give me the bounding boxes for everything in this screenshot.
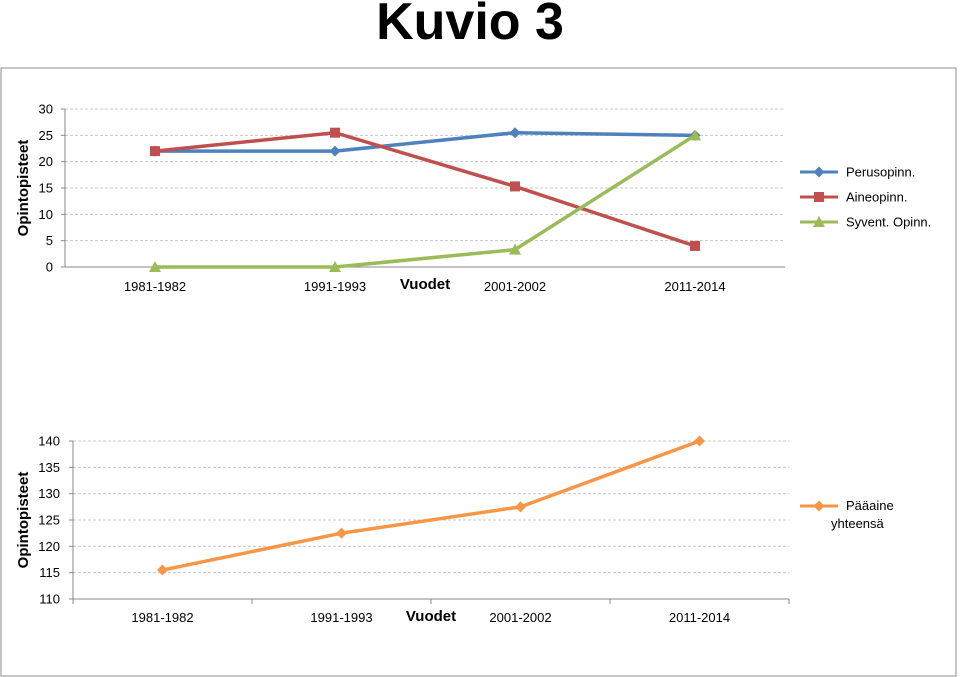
- chart-1-x-axis-title: Vuodet: [400, 276, 450, 293]
- chart-1-data-point: [509, 243, 521, 255]
- chart-2-data-point: [157, 564, 168, 576]
- chart-1-category-label: 2001-2002: [484, 279, 546, 294]
- chart-2-data-point: [694, 435, 705, 447]
- chart-1-data-point: [690, 240, 700, 251]
- chart-2-data-point: [515, 501, 526, 513]
- chart-2-series-line: [160, 439, 702, 572]
- chart-2-category-label: 2001-2002: [489, 610, 551, 625]
- chart-1-legend-label: Syvent. Opinn.: [846, 215, 931, 230]
- chart-1-data-point: [330, 127, 340, 138]
- chart-2-ytick-label: 130: [38, 486, 60, 501]
- chart-2-ytick-label: 120: [38, 539, 60, 554]
- chart-1-legend-label: Perusopinn.: [846, 165, 915, 180]
- chart-1-category-label: 2011-2014: [664, 279, 725, 294]
- chart-2-ytick-label: 110: [39, 592, 60, 607]
- chart-1-y-axis-title: Opintopisteet: [15, 140, 32, 237]
- chart-2-category-label: 2011-2014: [669, 610, 730, 625]
- chart-1-ytick-label: 15: [39, 181, 53, 196]
- chart-2-legend-label: Pääaine: [846, 498, 894, 513]
- chart-1-series-line: [153, 130, 697, 248]
- chart-1-ytick-label: 25: [39, 128, 53, 143]
- chart-2-y-axis-title: Opintopisteet: [15, 472, 32, 569]
- chart-1-data-point: [509, 127, 521, 139]
- chart-1-series-line: [153, 133, 697, 269]
- chart-1-ytick-label: 30: [39, 102, 53, 117]
- chart-1: 0 5 10 15 20 25 30 1981-1982 1991-1993 2001-2002 2…: [15, 102, 931, 295]
- chart-2-ytick-label: 140: [38, 434, 60, 449]
- chart-2-category-label: 1991-1993: [310, 610, 372, 625]
- chart-1-legend-marker: [814, 192, 824, 202]
- chart-1-category-label: 1981-1982: [124, 279, 186, 294]
- chart-2: 110 115 120 125 130 135 140 1981-1982 1991-1993 2…: [15, 434, 894, 626]
- chart-2-ytick-label: 125: [38, 513, 60, 528]
- chart-2-legend-label: yhteensä: [831, 516, 885, 531]
- chart-1-data-point: [689, 129, 701, 141]
- chart-1-series-line: [153, 130, 697, 153]
- chart-1-data-point: [329, 261, 341, 272]
- chart-1-legend-marker: [813, 166, 825, 178]
- chart-2-ytick-label: 135: [38, 460, 60, 475]
- chart-1-data-point: [510, 181, 520, 192]
- chart-2-legend-marker: [813, 500, 825, 512]
- chart-2-ytick-label: 115: [39, 565, 60, 580]
- chart-1-ytick-label: 10: [39, 207, 53, 222]
- chart-1-ytick-label: 20: [39, 154, 53, 169]
- chart-1-ytick-label: 0: [46, 260, 53, 275]
- chart-1-ytick-label: 5: [46, 233, 53, 248]
- chart-2-category-label: 1981-1982: [131, 610, 193, 625]
- page-title: Kuvio 3: [376, 0, 564, 51]
- chart-1-data-point: [150, 146, 160, 157]
- chart-1-frame: [0, 67, 957, 677]
- chart-1-category-label: 1991-1993: [304, 279, 366, 294]
- chart-2-x-axis-title: Vuodet: [406, 608, 456, 625]
- chart-2-data-point: [336, 527, 347, 539]
- chart-1-legend-label: Aineopinn.: [846, 190, 907, 205]
- chart-1-legend-marker: [813, 216, 825, 227]
- chart-1-data-point: [149, 261, 161, 272]
- chart-1-data-point: [329, 145, 341, 157]
